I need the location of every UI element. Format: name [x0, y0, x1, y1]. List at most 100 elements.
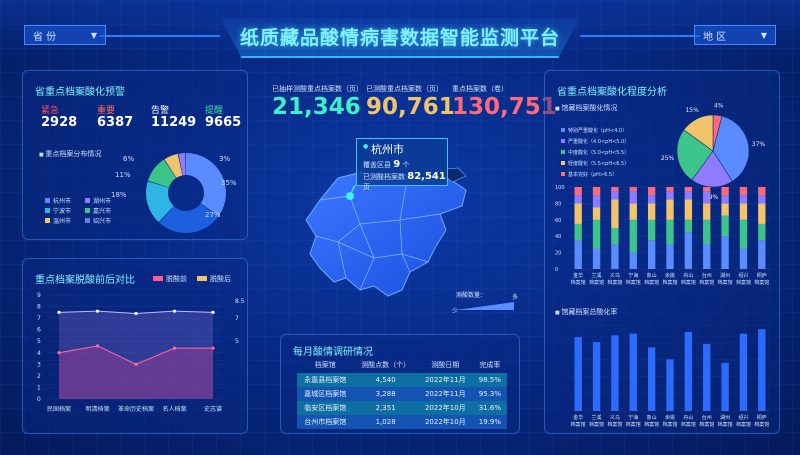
- stacked-bar-segment[interactable]: [758, 187, 766, 196]
- stacked-bar-segment[interactable]: [574, 203, 582, 224]
- x-tick-label: 档案馆: [662, 279, 677, 286]
- x-tick-label: 档案馆: [718, 421, 733, 428]
- stacked-bar-segment[interactable]: [592, 207, 601, 220]
- stacked-bar-segment[interactable]: [684, 232, 693, 269]
- stacked-bar-segment[interactable]: [574, 195, 582, 204]
- donut-slice[interactable]: [178, 153, 186, 176]
- data-point[interactable]: [134, 362, 138, 366]
- table-row[interactable]: 永嘉县档案馆 4,540 2022年11月 98.5%: [297, 373, 507, 387]
- rate-bar[interactable]: [721, 362, 729, 411]
- x-tick-label: 兰溪: [592, 414, 602, 421]
- donut-slice[interactable]: [186, 153, 226, 216]
- analysis-subtitle-2: 馆藏档案总酸化率: [555, 307, 617, 317]
- stacked-bar-segment[interactable]: [721, 236, 729, 269]
- stacked-bar-segment[interactable]: [739, 203, 748, 220]
- stacked-bar-segment[interactable]: [721, 203, 729, 216]
- data-point[interactable]: [95, 309, 100, 313]
- stacked-bar-segment[interactable]: [647, 219, 656, 241]
- stacked-bar-segment[interactable]: [666, 219, 674, 245]
- stacked-bar-segment[interactable]: [703, 191, 711, 204]
- stacked-bar-segment[interactable]: [611, 187, 619, 192]
- stacked-bar-segment[interactable]: [574, 240, 582, 269]
- province-dropdown[interactable]: 省 份 ▼: [24, 25, 106, 45]
- table-row[interactable]: 嘉城区档案馆 3,288 2022年11月 95.3%: [297, 387, 507, 401]
- stacked-bar-segment[interactable]: [684, 187, 693, 192]
- region-dropdown[interactable]: 地 区 ▼: [694, 25, 776, 45]
- rate-bar[interactable]: [647, 347, 656, 411]
- stacked-bar-segment[interactable]: [684, 191, 693, 200]
- donut-slice[interactable]: [159, 203, 219, 233]
- data-point[interactable]: [211, 346, 215, 350]
- stacked-bar-segment[interactable]: [629, 191, 637, 204]
- stacked-bar-segment[interactable]: [758, 195, 766, 204]
- data-point[interactable]: [134, 311, 138, 316]
- stacked-bar-segment[interactable]: [666, 199, 674, 220]
- stacked-bar-segment[interactable]: [684, 199, 693, 220]
- stacked-bar-segment[interactable]: [629, 252, 637, 269]
- analysis-panel-title: 省重点档案酸化程度分析: [557, 87, 667, 98]
- data-point[interactable]: [211, 310, 215, 314]
- stacked-bar-segment[interactable]: [629, 219, 637, 253]
- stacked-bar-segment[interactable]: [703, 203, 711, 220]
- tooltip-line2: 已测酸档案数 82,541 页: [363, 171, 446, 191]
- stacked-bar-segment[interactable]: [592, 187, 601, 196]
- stacked-bar-segment[interactable]: [647, 203, 656, 220]
- stacked-bar-segment[interactable]: [739, 195, 748, 204]
- data-point[interactable]: [95, 344, 100, 348]
- stacked-bar-segment[interactable]: [721, 187, 729, 196]
- stacked-bar-segment[interactable]: [666, 244, 674, 269]
- donut-slice[interactable]: [164, 153, 183, 178]
- stacked-bar-segment[interactable]: [629, 187, 637, 192]
- stacked-bar-segment[interactable]: [684, 219, 693, 233]
- stacked-bar-segment[interactable]: [647, 187, 656, 196]
- rate-bar[interactable]: [739, 333, 748, 411]
- table-row[interactable]: 临安区档案馆 2,351 2022年10月 31.6%: [297, 401, 507, 415]
- rate-bar[interactable]: [758, 329, 766, 411]
- stacked-bar-segment[interactable]: [611, 228, 619, 245]
- distribution-subtitle: 重点档案分布情况: [39, 149, 101, 159]
- stacked-bar-segment[interactable]: [739, 248, 748, 270]
- stacked-bar-segment[interactable]: [592, 219, 601, 249]
- stacked-bar-segment[interactable]: [629, 203, 637, 220]
- stacked-bar-segment[interactable]: [647, 195, 656, 204]
- table-cell: 嘉城区档案馆: [297, 387, 354, 401]
- rate-bar[interactable]: [574, 337, 582, 411]
- stacked-bar-segment[interactable]: [574, 187, 582, 196]
- stacked-bar-segment[interactable]: [721, 195, 729, 204]
- stacked-bar-segment[interactable]: [666, 187, 674, 192]
- donut-slice[interactable]: [146, 181, 174, 223]
- stacked-bar-segment[interactable]: [703, 244, 711, 269]
- stacked-bar-segment[interactable]: [592, 195, 601, 208]
- donut-slice[interactable]: [147, 159, 177, 188]
- data-point[interactable]: [57, 351, 61, 355]
- data-point[interactable]: [172, 346, 177, 350]
- rate-bar[interactable]: [666, 359, 674, 411]
- stacked-bar-segment[interactable]: [703, 187, 711, 192]
- stacked-bar-segment[interactable]: [721, 215, 729, 237]
- stacked-bar-segment[interactable]: [611, 191, 619, 200]
- stacked-bar-segment[interactable]: [574, 223, 582, 241]
- rate-bar[interactable]: [629, 333, 637, 411]
- rate-bar[interactable]: [611, 335, 619, 411]
- y-tick-label: 80: [555, 201, 561, 207]
- stacked-bar-segment[interactable]: [739, 187, 748, 196]
- table-row[interactable]: 台州市档案馆 1,028 2022年10月 19.9%: [297, 415, 507, 429]
- stacked-bar-segment[interactable]: [611, 244, 619, 269]
- rate-bar[interactable]: [703, 343, 711, 411]
- stacked-bar-segment[interactable]: [611, 199, 619, 228]
- stacked-bar-segment[interactable]: [739, 219, 748, 249]
- rate-bar[interactable]: [684, 331, 693, 411]
- pie-slice[interactable]: [683, 114, 714, 152]
- data-point[interactable]: [172, 309, 177, 313]
- stacked-bar-segment[interactable]: [703, 219, 711, 245]
- rate-bar[interactable]: [592, 342, 601, 411]
- data-point[interactable]: [57, 310, 61, 314]
- stacked-bar-segment[interactable]: [758, 223, 766, 241]
- stacked-bar-segment[interactable]: [758, 203, 766, 224]
- table-cell: 98.5%: [472, 373, 507, 387]
- stacked-bar-segment[interactable]: [647, 240, 656, 269]
- stacked-bar-segment[interactable]: [592, 248, 601, 270]
- stacked-bar-segment[interactable]: [666, 191, 674, 200]
- zhejiang-map[interactable]: [290, 150, 520, 310]
- stacked-bar-segment[interactable]: [758, 240, 766, 269]
